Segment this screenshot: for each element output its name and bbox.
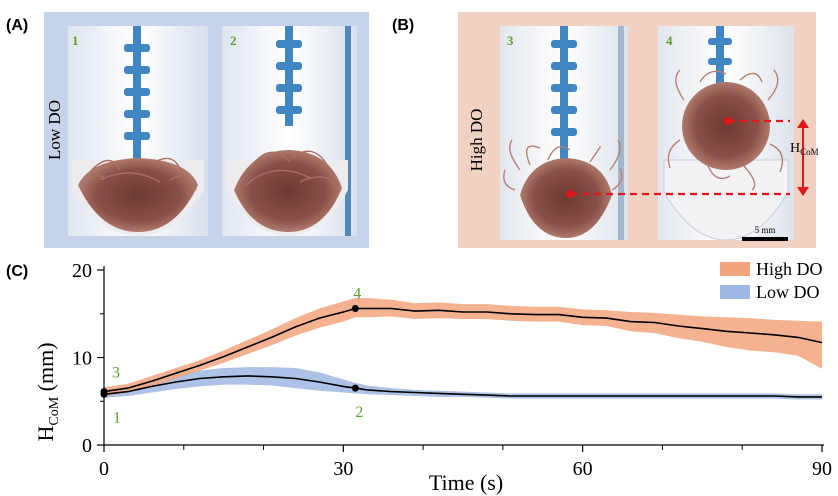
photo-3-number: 3 [507, 33, 514, 48]
probe-stem [133, 26, 141, 172]
line-low-do [103, 375, 822, 398]
legend-label-low-do: Low DO [756, 282, 820, 302]
chart-legend: High DO Low DO [720, 259, 823, 302]
panel-a-label: (A) [6, 17, 28, 34]
hcom-arrow-down [797, 187, 809, 196]
photo-4-number: 4 [666, 33, 673, 48]
annotation-point-3 [100, 388, 108, 396]
hcom-arrow-up [797, 119, 809, 128]
scale-bar-label: 5 mm [755, 225, 776, 235]
panel-a-side-label: Low DO [45, 100, 64, 160]
x-tick-label: 60 [573, 458, 593, 480]
y-tick-label: 20 [72, 260, 92, 282]
photo-2-number: 2 [230, 33, 237, 48]
band-low-do [104, 367, 822, 400]
panel-b-label: (B) [392, 17, 414, 34]
hcom-label-sub: CoM [800, 147, 819, 157]
vial-bottom [663, 159, 789, 241]
annotation-label-4: 4 [353, 286, 361, 303]
probe-ridges [124, 44, 150, 140]
y-axis-title: HCoM (mm) [33, 342, 62, 441]
scale-bar [742, 237, 788, 241]
panel-b-side-label: High DO [467, 109, 486, 172]
annotation-label-3: 3 [112, 365, 120, 382]
photo-1: 1 [68, 26, 208, 236]
chart-lines [103, 307, 823, 398]
worm-strands-2 [245, 150, 339, 193]
x-tick-label: 0 [99, 458, 109, 480]
photo-1-number: 1 [72, 33, 79, 48]
photo-3-edge [618, 26, 624, 240]
photo-2-edge [345, 26, 351, 236]
panel-c-label: (C) [6, 263, 28, 280]
hcom-label: HCoM [790, 141, 819, 157]
panel-b: (B) High DO 3 [392, 12, 819, 248]
panel-a: (A) Low DO 1 [6, 12, 369, 248]
chart-points: 1 2 3 4 [100, 286, 363, 426]
legend-swatch-low-do [720, 285, 750, 299]
hcom-annotation: HCoM [566, 117, 819, 198]
annotation-point-2 [351, 384, 359, 392]
photo-2: 2 [222, 26, 357, 236]
chart: 0 10 20 0 30 60 90 1 2 3 4 High DO Low DO [72, 259, 832, 480]
annotation-label-2: 2 [355, 404, 363, 421]
line-high-do [103, 307, 823, 393]
probe-stem [285, 26, 293, 126]
y-tick-label: 0 [82, 435, 92, 457]
y-axis-title-main: H [33, 426, 58, 442]
com-marker-4 [724, 117, 732, 125]
probe-ridges [708, 38, 732, 65]
photo-3: 3 [500, 26, 628, 240]
legend-swatch-high-do [720, 262, 750, 276]
probe-stem [560, 26, 568, 162]
x-tick-label: 30 [333, 458, 353, 480]
y-axis-title-unit: (mm) [33, 342, 58, 396]
hcom-label-main: H [790, 141, 800, 156]
x-axis-title: Time (s) [429, 470, 503, 495]
y-axis-title-sub: CoM [47, 396, 62, 425]
probe-ridges [276, 40, 302, 114]
probe-stem [716, 26, 724, 86]
worm-ball-4 [682, 82, 770, 170]
worm-strands-1 [83, 157, 197, 191]
worm-blob-3 [520, 158, 612, 238]
worm-blob-2 [234, 150, 342, 232]
annotation-point-4 [351, 305, 359, 312]
worm-strands-3 [503, 139, 623, 191]
legend-label-high-do: High DO [756, 259, 823, 279]
x-tick-label: 90 [812, 458, 832, 480]
chart-axes: 0 10 20 0 30 60 90 [72, 260, 832, 480]
y-tick-label: 10 [72, 348, 92, 370]
chart-bands [104, 298, 822, 400]
photo-4: 4 5 mm [658, 26, 794, 241]
worm-strands-4 [667, 69, 784, 191]
panel-c: (C) 0 10 20 0 30 60 90 1 2 3 4 High DO Low DO HCoM… [6, 259, 832, 495]
annotation-label-1: 1 [113, 409, 121, 426]
probe-ridges [551, 40, 577, 136]
com-marker-3 [566, 190, 574, 198]
